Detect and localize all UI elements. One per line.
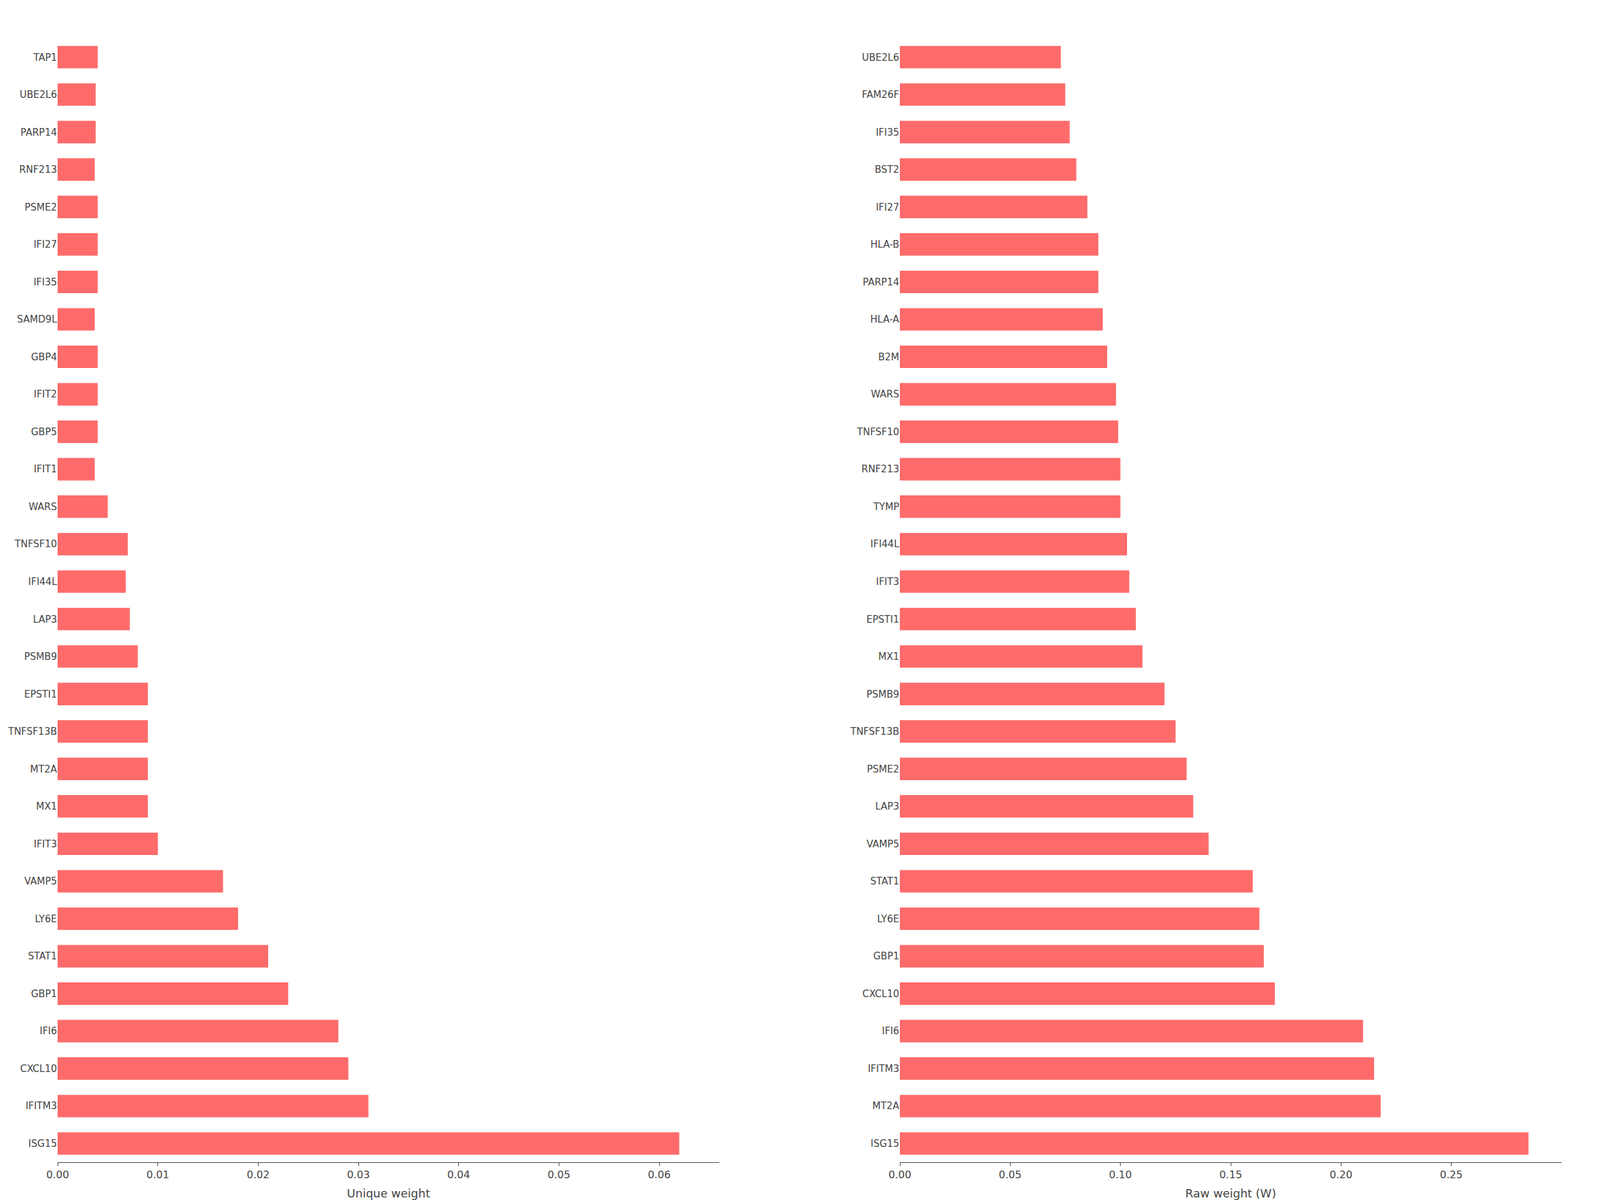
svg-text:0.06: 0.06 [647, 1168, 671, 1181]
svg-text:Raw weight (W): Raw weight (W) [1185, 1186, 1277, 1200]
svg-text:IFI35: IFI35 [33, 276, 57, 288]
svg-text:IFI27: IFI27 [875, 201, 900, 214]
svg-text:PSMB9: PSMB9 [866, 688, 900, 701]
svg-text:GBP5: GBP5 [30, 426, 57, 438]
svg-text:PSME2: PSME2 [24, 201, 57, 214]
svg-text:GBP1: GBP1 [872, 950, 900, 962]
svg-text:MT2A: MT2A [872, 1100, 900, 1112]
svg-text:0.25: 0.25 [1440, 1168, 1464, 1181]
svg-text:FAM26F: FAM26F [862, 88, 900, 101]
svg-text:0.00: 0.00 [888, 1168, 912, 1181]
svg-text:LY6E: LY6E [876, 913, 900, 925]
svg-text:TNFSF10: TNFSF10 [14, 538, 57, 550]
svg-text:VAMP5: VAMP5 [866, 838, 900, 850]
svg-text:GBP4: GBP4 [30, 351, 57, 363]
svg-text:LAP3: LAP3 [874, 800, 900, 813]
svg-text:0.15: 0.15 [1219, 1168, 1243, 1181]
svg-text:Unique weight: Unique weight [346, 1186, 431, 1200]
svg-text:IFITM3: IFITM3 [25, 1100, 57, 1112]
svg-text:IFIT1: IFIT1 [33, 463, 57, 475]
svg-text:0.20: 0.20 [1329, 1168, 1353, 1181]
svg-text:IFITM3: IFITM3 [867, 1063, 900, 1075]
svg-text:IFI44L: IFI44L [870, 538, 900, 550]
svg-text:UBE2L6: UBE2L6 [862, 51, 900, 64]
svg-text:ISG15: ISG15 [870, 1137, 900, 1150]
svg-text:HLA-B: HLA-B [870, 238, 900, 251]
svg-text:PSMB9: PSMB9 [24, 650, 57, 663]
svg-text:GBP1: GBP1 [30, 988, 57, 1000]
svg-text:IFI27: IFI27 [33, 238, 57, 251]
svg-text:TYMP: TYMP [872, 501, 900, 513]
svg-text:SAMD9L: SAMD9L [17, 313, 58, 326]
svg-text:WARS: WARS [28, 501, 57, 513]
svg-text:0.00: 0.00 [46, 1168, 70, 1181]
svg-text:EPSTI1: EPSTI1 [866, 613, 900, 626]
svg-text:IFI44L: IFI44L [28, 576, 58, 588]
svg-text:CXCL10: CXCL10 [862, 988, 900, 1000]
svg-text:IFIT3: IFIT3 [33, 838, 57, 850]
svg-text:IFI6: IFI6 [881, 1025, 900, 1037]
svg-text:0.03: 0.03 [346, 1168, 370, 1181]
svg-text:STAT1: STAT1 [28, 950, 57, 962]
svg-text:0.01: 0.01 [146, 1168, 170, 1181]
svg-text:LAP3: LAP3 [32, 613, 57, 626]
svg-text:CXCL10: CXCL10 [19, 1063, 57, 1075]
svg-text:PARP14: PARP14 [20, 126, 57, 139]
svg-text:MX1: MX1 [35, 800, 57, 813]
svg-text:UBE2L6: UBE2L6 [19, 88, 57, 101]
svg-text:MT2A: MT2A [30, 763, 58, 776]
svg-text:VAMP5: VAMP5 [24, 875, 57, 888]
svg-text:PARP14: PARP14 [862, 276, 900, 288]
svg-text:RNF213: RNF213 [861, 463, 900, 475]
svg-text:0.02: 0.02 [247, 1168, 271, 1181]
svg-text:TAP1: TAP1 [32, 51, 57, 64]
svg-text:IFIT3: IFIT3 [876, 576, 900, 588]
svg-text:STAT1: STAT1 [870, 875, 900, 888]
svg-text:ISG15: ISG15 [28, 1137, 57, 1150]
svg-text:MX1: MX1 [878, 650, 900, 663]
svg-text:LY6E: LY6E [34, 913, 57, 925]
svg-text:IFIT2: IFIT2 [33, 388, 57, 400]
svg-text:RNF213: RNF213 [19, 163, 57, 176]
svg-text:0.05: 0.05 [999, 1168, 1023, 1181]
svg-text:0.04: 0.04 [447, 1168, 471, 1181]
svg-text:TNFSF13B: TNFSF13B [7, 725, 57, 738]
svg-text:0.10: 0.10 [1109, 1168, 1133, 1181]
svg-text:WARS: WARS [871, 388, 900, 400]
svg-text:PSME2: PSME2 [866, 763, 900, 776]
svg-text:TNFSF13B: TNFSF13B [849, 725, 900, 738]
svg-text:IFI35: IFI35 [875, 126, 900, 139]
svg-text:B2M: B2M [878, 351, 900, 363]
svg-text:0.05: 0.05 [547, 1168, 571, 1181]
svg-text:EPSTI1: EPSTI1 [24, 688, 57, 701]
svg-text:HLA-A: HLA-A [870, 313, 900, 326]
svg-text:BST2: BST2 [874, 163, 900, 176]
svg-text:IFI6: IFI6 [39, 1025, 57, 1037]
svg-text:TNFSF10: TNFSF10 [856, 426, 900, 438]
